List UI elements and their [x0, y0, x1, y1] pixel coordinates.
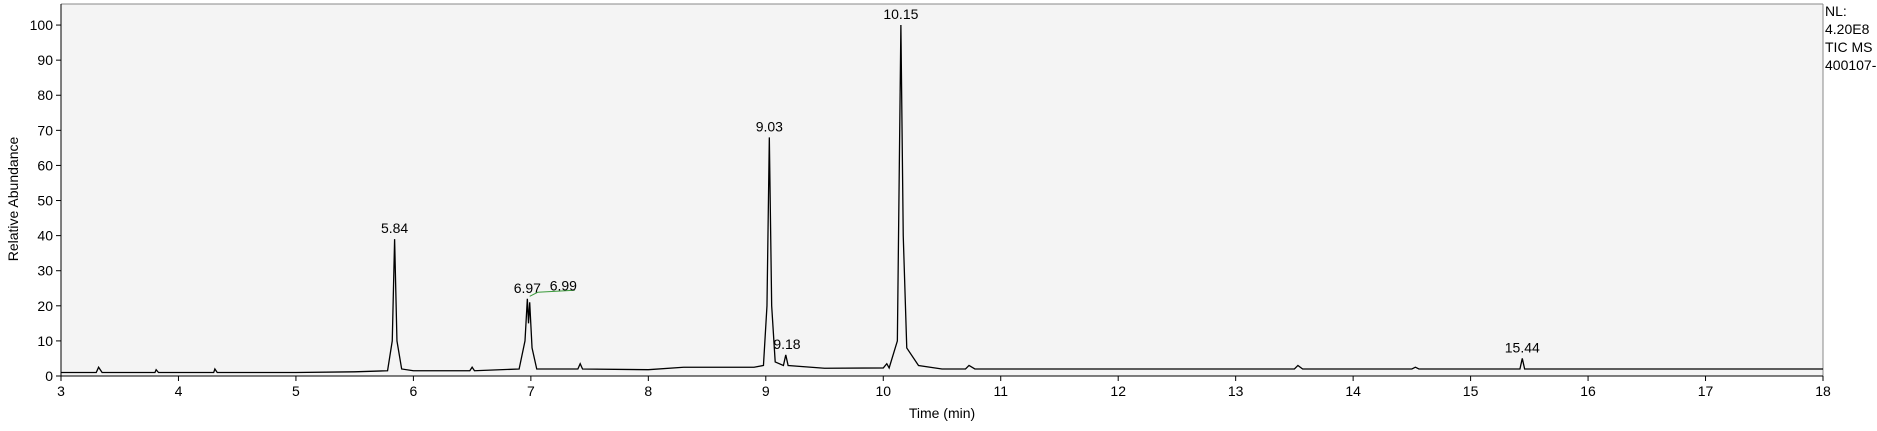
x-tick-label: 15 — [1463, 383, 1479, 399]
peak-label: 10.15 — [883, 6, 918, 22]
x-tick-label: 5 — [292, 383, 300, 399]
x-tick-label: 14 — [1345, 383, 1361, 399]
peak-label: 5.84 — [381, 220, 408, 236]
y-tick-label: 80 — [37, 87, 53, 103]
x-tick-label: 13 — [1228, 383, 1244, 399]
peak-label: 9.18 — [773, 336, 800, 352]
info-text: 4.20E8 — [1825, 21, 1870, 37]
y-tick-label: 50 — [37, 193, 53, 209]
x-tick-label: 6 — [410, 383, 418, 399]
plot-area — [61, 4, 1823, 376]
y-tick-label: 40 — [37, 228, 53, 244]
x-tick-label: 9 — [762, 383, 770, 399]
x-axis-label: Time (min) — [909, 405, 975, 421]
x-tick-label: 8 — [644, 383, 652, 399]
peak-label: 9.03 — [756, 118, 783, 134]
peak-label: 6.97 — [514, 280, 541, 296]
peak-label: 15.44 — [1505, 339, 1540, 355]
info-text: NL: — [1825, 3, 1847, 19]
y-tick-label: 0 — [45, 368, 53, 384]
x-tick-label: 4 — [175, 383, 183, 399]
x-tick-label: 16 — [1580, 383, 1596, 399]
peak-label: 6.99 — [550, 277, 577, 293]
y-tick-label: 60 — [37, 157, 53, 173]
y-tick-label: 10 — [37, 333, 53, 349]
x-tick-label: 10 — [875, 383, 891, 399]
y-tick-label: 100 — [30, 17, 54, 33]
x-tick-label: 17 — [1698, 383, 1714, 399]
info-text: TIC MS — [1825, 39, 1872, 55]
y-axis-label: Relative Abundance — [5, 137, 21, 262]
y-tick-label: 20 — [37, 298, 53, 314]
y-tick-label: 70 — [37, 122, 53, 138]
y-tick-label: 90 — [37, 52, 53, 68]
x-tick-label: 3 — [57, 383, 65, 399]
x-tick-label: 12 — [1110, 383, 1126, 399]
x-tick-label: 7 — [527, 383, 535, 399]
x-tick-label: 18 — [1815, 383, 1831, 399]
info-text: 400107- — [1825, 57, 1877, 73]
y-tick-label: 30 — [37, 263, 53, 279]
trace — [61, 25, 1823, 374]
peak-connector — [529, 289, 575, 297]
x-tick-label: 11 — [993, 383, 1008, 399]
